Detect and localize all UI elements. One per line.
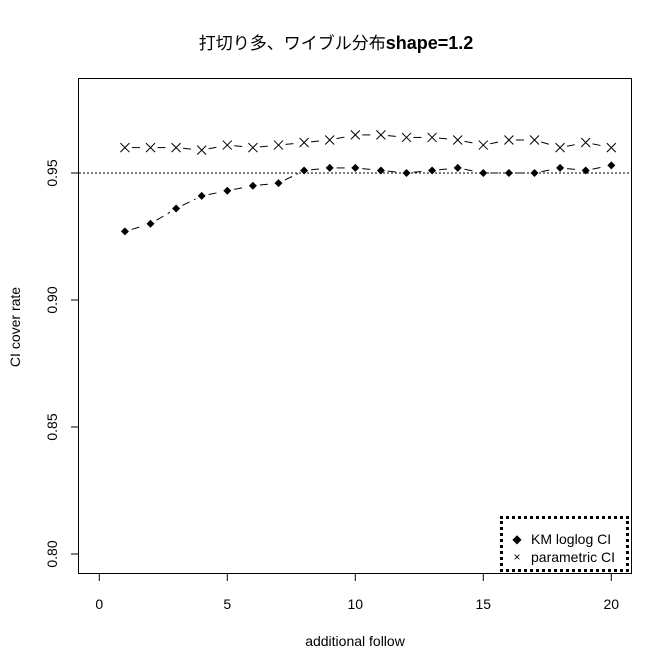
y-tick-label: 0.90	[44, 286, 60, 313]
chart-title-en: shape=1.2	[385, 33, 474, 53]
series-segment	[336, 135, 349, 140]
x-axis: 0 5 10 15 20	[95, 573, 620, 612]
x-tick-label: 10	[348, 596, 364, 612]
legend-item-parametric: × parametric CI	[511, 548, 615, 566]
series-km-loglog	[120, 161, 616, 236]
cross-marker-icon	[504, 135, 514, 145]
chart-title-jp: 打切り多、ワイブル分布	[198, 34, 386, 54]
series-segment	[311, 168, 323, 171]
y-tick-label: 0.85	[44, 413, 60, 440]
cross-marker-icon	[580, 137, 591, 148]
series-segment	[592, 143, 605, 147]
chart-title: 打切り多、ワイブル分布shape=1.2	[0, 29, 672, 54]
diamond-marker-icon	[197, 191, 206, 200]
diamond-marker-icon	[376, 166, 385, 175]
series-segment	[464, 140, 477, 145]
x-tick-label: 5	[223, 596, 231, 612]
diamond-marker-icon	[556, 163, 565, 172]
series-segment	[567, 168, 579, 171]
diamond-marker-icon	[325, 163, 334, 172]
cross-marker-icon	[401, 132, 412, 143]
series-segment	[311, 140, 323, 143]
diamond-marker-icon	[607, 161, 616, 170]
diamond-marker-icon	[120, 227, 129, 236]
cross-marker-icon	[222, 140, 233, 150]
series-segment	[182, 198, 196, 206]
cross-marker-icon	[324, 135, 335, 145]
series-segment	[464, 168, 477, 173]
cross-marker-icon	[273, 140, 284, 150]
cross-marker-icon	[248, 142, 258, 153]
cross-marker-icon	[120, 142, 130, 153]
y-axis-label: CI cover rate	[7, 286, 23, 368]
cross-marker-icon	[478, 140, 489, 150]
diamond-marker-icon	[248, 181, 257, 190]
x-tick-label: 15	[476, 596, 492, 612]
series-segment	[413, 170, 426, 173]
series-segment	[387, 135, 400, 138]
series-segment	[208, 191, 221, 195]
legend-item-km: ◆ KM loglog CI	[511, 530, 611, 548]
x-axis-label: additional follow	[305, 633, 405, 649]
plot-box	[78, 78, 632, 574]
series-segment	[592, 166, 605, 170]
legend: ◆ KM loglog CI × parametric CI	[500, 516, 629, 572]
cross-marker-icon	[606, 142, 617, 153]
series-segment	[541, 141, 554, 147]
y-tick-label: 0.95	[44, 159, 60, 186]
diamond-marker-icon	[479, 169, 488, 177]
series-segment	[490, 140, 503, 145]
x-tick-label: 20	[604, 596, 620, 612]
cross-marker-icon	[196, 145, 207, 155]
x-tick-label: 0	[95, 596, 103, 612]
series-segment	[284, 173, 299, 181]
legend-label: parametric CI	[531, 549, 616, 565]
diamond-marker-icon	[223, 186, 232, 195]
diamond-marker-icon	[428, 166, 437, 175]
cross-marker-icon	[555, 142, 565, 153]
series-segment	[439, 168, 451, 171]
series-segment	[208, 145, 221, 150]
cross-marker-icon	[452, 135, 463, 145]
series-segment	[362, 168, 374, 171]
series-segment	[259, 183, 272, 186]
series-segment	[285, 142, 298, 145]
cross-marker-icon	[529, 135, 540, 145]
series-parametric	[120, 130, 617, 155]
cross-marker-icon	[145, 142, 156, 153]
series-segment	[156, 211, 171, 221]
diamond-marker-icon: ◆	[512, 532, 522, 546]
cross-marker-icon	[427, 132, 437, 143]
diamond-marker-icon	[504, 169, 513, 177]
y-axis: 0.80 0.85 0.90 0.95	[44, 159, 79, 568]
cross-marker-icon	[350, 130, 361, 140]
legend-label: KM loglog CI	[531, 531, 612, 547]
cross-marker-icon	[171, 142, 181, 153]
series-segment	[566, 143, 579, 147]
diamond-marker-icon	[351, 163, 360, 172]
series-segment	[541, 168, 554, 173]
diamond-marker-icon	[274, 179, 283, 188]
series-segment	[259, 145, 272, 148]
y-tick-label: 0.80	[44, 540, 60, 567]
cross-marker-icon	[299, 137, 309, 148]
series-segment	[131, 225, 144, 230]
diamond-marker-icon	[402, 169, 411, 177]
diamond-marker-icon	[300, 166, 309, 175]
series-segment	[387, 170, 400, 173]
cross-marker-icon	[376, 130, 386, 140]
series-segment	[234, 186, 247, 190]
diamond-marker-icon	[530, 169, 539, 177]
series-segment	[183, 147, 195, 150]
cross-marker-icon: ×	[513, 550, 521, 564]
series-segment	[439, 137, 451, 140]
series-layer	[120, 130, 617, 236]
diamond-marker-icon	[172, 204, 181, 213]
diamond-marker-icon	[453, 163, 462, 172]
diamond-marker-icon	[581, 166, 590, 175]
diamond-marker-icon	[146, 219, 155, 228]
series-segment	[234, 145, 246, 148]
